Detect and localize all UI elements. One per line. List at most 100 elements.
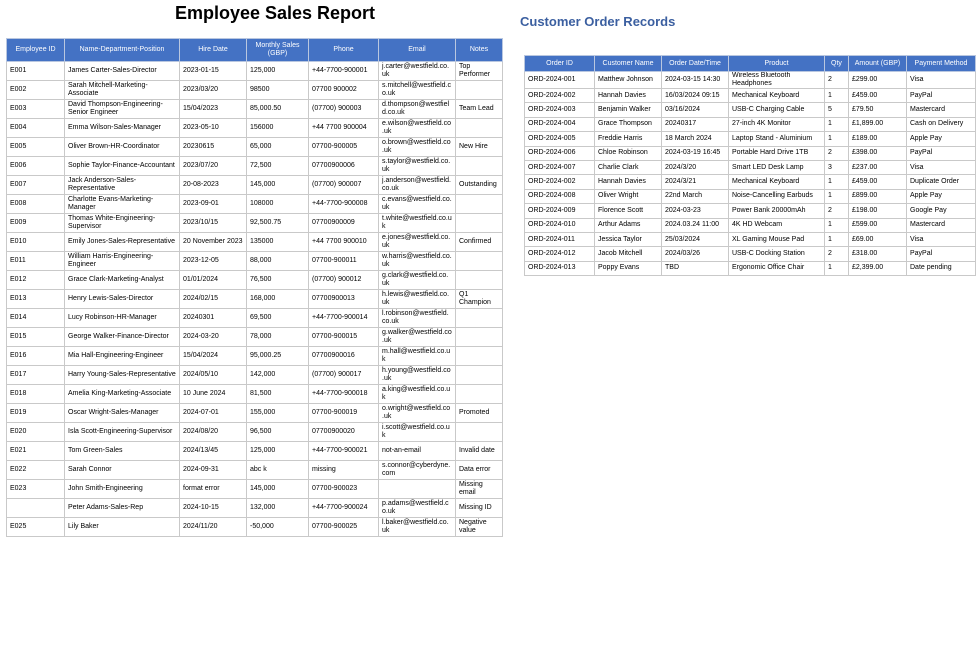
cell-phone: missing: [308, 460, 379, 480]
cell-email: l.baker@westfield.co.uk: [378, 517, 456, 537]
col-name-department-position[interactable]: Name-Department-Position: [64, 38, 180, 62]
employee-row[interactable]: E008 Charlotte Evans-Marketing-Manager 202…: [6, 194, 503, 214]
employee-row[interactable]: Peter Adams-Sales-Rep 2024-10-15 132,000 +4…: [6, 498, 503, 518]
cell-qty: 5: [824, 102, 849, 118]
cell-payment-method: Apple Pay: [906, 131, 976, 147]
employee-table-body: E001 James Carter-Sales-Director 2023-01-1…: [6, 61, 503, 537]
col-phone[interactable]: Phone: [308, 38, 379, 62]
order-row[interactable]: ORD-2024-010 Arthur Adams 2024.03.24 11:00…: [524, 217, 976, 233]
employee-row[interactable]: E020 Isla Scott-Engineering-Supervisor 202…: [6, 422, 503, 442]
col-amount[interactable]: Amount (GBP): [848, 55, 907, 72]
order-row[interactable]: ORD-2024-013 Poppy Evans TBD Ergonomic Offi…: [524, 260, 976, 277]
cell-name-department-position: Emily Jones-Sales-Representative: [64, 232, 180, 252]
order-row[interactable]: ORD-2024-008 Oliver Wright 22nd March Noise…: [524, 188, 976, 205]
order-row[interactable]: ORD-2024-005 Freddie Harris 18 March 2024 L…: [524, 131, 976, 147]
cell-notes: [455, 384, 503, 404]
cell-email: [378, 479, 456, 499]
cell-order-id: ORD-2024-010: [524, 217, 595, 233]
cell-amount: £459.00: [848, 174, 907, 190]
employee-row[interactable]: E004 Emma Wilson-Sales-Manager 2023-05-10 1…: [6, 118, 503, 138]
employee-row[interactable]: E007 Jack Anderson-Sales-Representative 20…: [6, 175, 503, 195]
cell-hire-date: 2023-09-01: [179, 194, 247, 214]
cell-customer-name: Hannah Davies: [594, 87, 662, 104]
cell-qty: 1: [824, 174, 849, 190]
cell-employee-id: E022: [6, 460, 65, 480]
col-product[interactable]: Product: [728, 55, 825, 72]
cell-monthly-sales: 95,000.25: [246, 346, 309, 366]
cell-product: Wireless Bluetooth Headphones: [728, 71, 825, 89]
cell-monthly-sales: 78,000: [246, 327, 309, 347]
col-monthly-sales[interactable]: Monthly Sales (GBP): [246, 38, 309, 62]
col-email[interactable]: Email: [378, 38, 456, 62]
order-row[interactable]: ORD-2024-006 Chloe Robinson 2024-03-19 16:…: [524, 145, 976, 161]
cell-phone: +44-7700-900001: [308, 61, 379, 81]
cell-qty: 1: [824, 231, 849, 248]
employee-row[interactable]: E010 Emily Jones-Sales-Representative 20 N…: [6, 232, 503, 252]
cell-email: j.carter@westfield.co.uk: [378, 61, 456, 81]
cell-employee-id: E015: [6, 327, 65, 347]
employee-row[interactable]: E012 Grace Clark-Marketing-Analyst 01/01/2…: [6, 270, 503, 290]
col-customer-name[interactable]: Customer Name: [594, 55, 662, 72]
col-order-id[interactable]: Order ID: [524, 55, 595, 72]
col-order-datetime[interactable]: Order Date/Time: [661, 55, 729, 72]
col-qty[interactable]: Qty: [824, 55, 849, 72]
employee-row[interactable]: E018 Amelia King-Marketing-Associate 10 Ju…: [6, 384, 503, 404]
order-row[interactable]: ORD-2024-007 Charlie Clark 2024/3/20 Smart …: [524, 159, 976, 176]
order-row[interactable]: ORD-2024-002 Hannah Davies 16/03/2024 09:1…: [524, 87, 976, 104]
employee-row[interactable]: E006 Sophie Taylor-Finance-Accountant 2023…: [6, 156, 503, 176]
cell-notes: Team Lead: [455, 99, 503, 119]
employee-row[interactable]: E014 Lucy Robinson-HR-Manager 20240301 69,5…: [6, 308, 503, 328]
order-row[interactable]: ORD-2024-009 Florence Scott 2024-03-23 Powe…: [524, 203, 976, 219]
cell-amount: £398.00: [848, 145, 907, 161]
employee-row[interactable]: E019 Oscar Wright-Sales-Manager 2024-07-01…: [6, 403, 503, 423]
cell-amount: £237.00: [848, 159, 907, 176]
employee-row[interactable]: E023 John Smith-Engineering format error 14…: [6, 479, 503, 499]
cell-payment-method: PayPal: [906, 87, 976, 104]
order-row[interactable]: ORD-2024-001 Matthew Johnson 2024-03-15 14…: [524, 71, 976, 89]
cell-notes: [455, 346, 503, 366]
col-notes[interactable]: Notes: [455, 38, 503, 62]
cell-notes: [455, 118, 503, 138]
cell-qty: 2: [824, 71, 849, 89]
order-row[interactable]: ORD-2024-012 Jacob Mitchell 2024/03/26 USB-…: [524, 246, 976, 262]
cell-monthly-sales: 85,000.50: [246, 99, 309, 119]
employee-row[interactable]: E011 William Harris-Engineering-Engineer 2…: [6, 251, 503, 271]
cell-product: Laptop Stand - Aluminium: [728, 131, 825, 147]
employee-row[interactable]: E021 Tom Green-Sales 2024/13/45 125,000 +44-…: [6, 441, 503, 461]
cell-order-datetime: TBD: [661, 260, 729, 277]
col-employee-id[interactable]: Employee ID: [6, 38, 65, 62]
order-row[interactable]: ORD-2024-003 Benjamin Walker 03/16/2024 USB…: [524, 102, 976, 118]
employee-row[interactable]: E005 Oliver Brown-HR-Coordinator 20230615 6…: [6, 137, 503, 157]
customer-orders-title: Customer Order Records: [520, 14, 676, 29]
employee-row[interactable]: E025 Lily Baker 2024/11/20 -50,000 07700-900…: [6, 517, 503, 537]
cell-phone: 07700-900011: [308, 251, 379, 271]
cell-name-department-position: Amelia King-Marketing-Associate: [64, 384, 180, 404]
order-row[interactable]: ORD-2024-011 Jessica Taylor 25/03/2024 XL G…: [524, 231, 976, 248]
employee-row[interactable]: E022 Sarah Connor 2024-09-31 abc k missing s.…: [6, 460, 503, 480]
order-row[interactable]: ORD-2024-004 Grace Thompson 20240317 27-inc…: [524, 116, 976, 133]
cell-phone: 07700900009: [308, 213, 379, 233]
cell-amount: £2,399.00: [848, 260, 907, 277]
col-hire-date[interactable]: Hire Date: [179, 38, 247, 62]
cell-hire-date: format error: [179, 479, 247, 499]
cell-email: h.young@westfield.co.uk: [378, 365, 456, 385]
employee-row[interactable]: E003 David Thompson-Engineering-Senior En…: [6, 99, 503, 119]
col-payment-method[interactable]: Payment Method: [906, 55, 976, 72]
cell-employee-id: E020: [6, 422, 65, 442]
cell-phone: 07700-900015: [308, 327, 379, 347]
employee-row[interactable]: E013 Henry Lewis-Sales-Director 2024/02/15…: [6, 289, 503, 309]
employee-row[interactable]: E017 Harry Young-Sales-Representative 2024…: [6, 365, 503, 385]
cell-order-id: ORD-2024-007: [524, 159, 595, 176]
cell-phone: 07700900013: [308, 289, 379, 309]
cell-phone: (07700) 900017: [308, 365, 379, 385]
employee-row[interactable]: E009 Thomas White-Engineering-Supervisor 2…: [6, 213, 503, 233]
employee-row[interactable]: E001 James Carter-Sales-Director 2023-01-1…: [6, 61, 503, 81]
employee-row[interactable]: E002 Sarah Mitchell-Marketing-Associate 20…: [6, 80, 503, 100]
cell-order-datetime: 20240317: [661, 116, 729, 133]
cell-phone: (07700) 900007: [308, 175, 379, 195]
order-row[interactable]: ORD-2024-002 Hannah Davies 2024/3/21 Mechan…: [524, 174, 976, 190]
employee-row[interactable]: E016 Mia Hall-Engineering-Engineer 15/04/2…: [6, 346, 503, 366]
cell-employee-id: E017: [6, 365, 65, 385]
employee-row[interactable]: E015 George Walker-Finance-Director 2024-0…: [6, 327, 503, 347]
cell-name-department-position: William Harris-Engineering-Engineer: [64, 251, 180, 271]
